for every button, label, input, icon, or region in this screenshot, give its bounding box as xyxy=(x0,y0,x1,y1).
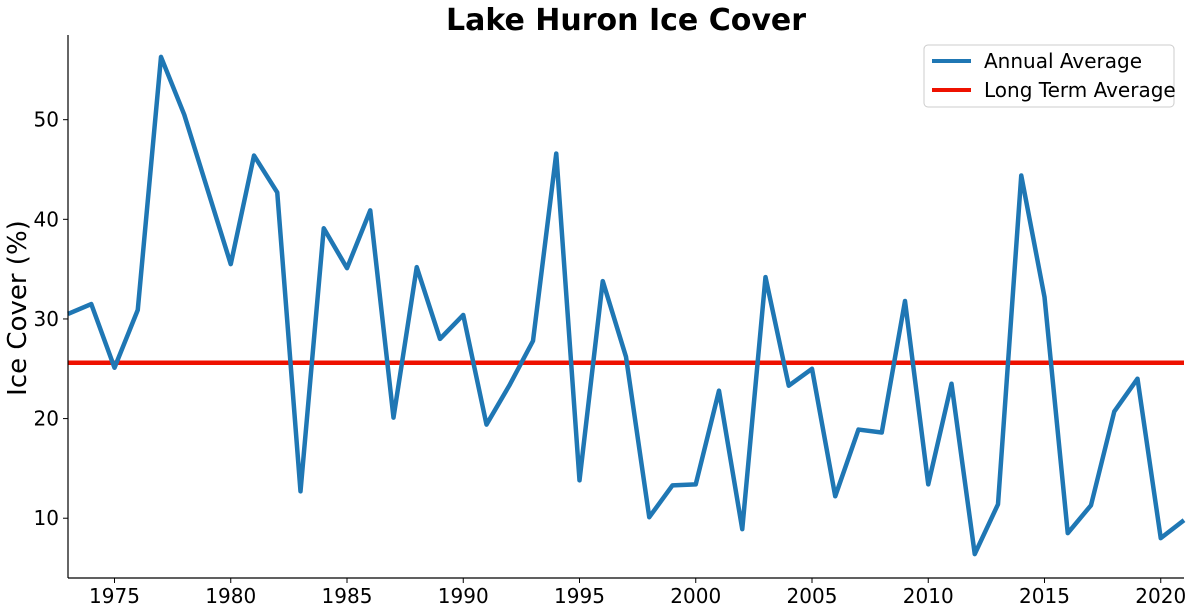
data-point-2002 xyxy=(740,527,744,531)
x-tick-label-1990: 1990 xyxy=(438,584,489,608)
x-tick-label-2015: 2015 xyxy=(1019,584,1070,608)
data-point-2000 xyxy=(694,482,698,486)
data-point-1975 xyxy=(112,366,116,370)
data-point-1995 xyxy=(577,478,581,482)
data-point-2008 xyxy=(880,430,884,434)
data-point-1992 xyxy=(508,383,512,387)
data-point-1981 xyxy=(252,153,256,157)
y-tick-label-20: 20 xyxy=(34,407,59,431)
y-tick-label-50: 50 xyxy=(34,108,59,132)
x-tick-label-2020: 2020 xyxy=(1135,584,1186,608)
axes: 10 20 30 40 50 1975 1980 1985 1990 1995 2000 2005 20… xyxy=(34,35,1186,608)
x-tick-label-2005: 2005 xyxy=(787,584,838,608)
data-point-1996 xyxy=(601,279,605,283)
data-point-1980 xyxy=(229,262,233,266)
data-point-1985 xyxy=(345,266,349,270)
data-point-1974 xyxy=(89,302,93,306)
data-point-2011 xyxy=(949,382,953,386)
data-point-1984 xyxy=(322,226,326,230)
data-point-2017 xyxy=(1089,503,1093,507)
data-point-2016 xyxy=(1066,531,1070,535)
data-point-1977 xyxy=(159,55,163,59)
data-point-1994 xyxy=(554,151,558,155)
y-tick-label-40: 40 xyxy=(34,207,59,231)
data-point-2021 xyxy=(1182,518,1186,522)
data-point-2010 xyxy=(926,482,930,486)
data-point-1986 xyxy=(368,208,372,212)
x-tick-label-2000: 2000 xyxy=(670,584,721,608)
data-point-1999 xyxy=(670,483,674,487)
data-point-1988 xyxy=(415,265,419,269)
data-point-1993 xyxy=(531,339,535,343)
legend: Annual Average Long Term Average xyxy=(923,44,1176,108)
data-point-2009 xyxy=(903,299,907,303)
y-tick-label-30: 30 xyxy=(34,307,59,331)
data-point-2020 xyxy=(1159,536,1163,540)
data-point-1978 xyxy=(182,113,186,117)
chart-title: Lake Huron Ice Cover xyxy=(446,3,806,38)
data-point-2007 xyxy=(856,427,860,431)
data-point-2014 xyxy=(1019,173,1023,177)
data-point-2018 xyxy=(1112,409,1116,413)
data-point-1983 xyxy=(298,489,302,493)
data-point-1982 xyxy=(275,190,279,194)
legend-label-long-term-average: Long Term Average xyxy=(984,78,1176,102)
data-point-1979 xyxy=(205,187,209,191)
data-point-1990 xyxy=(461,313,465,317)
y-tick-label-10: 10 xyxy=(34,506,59,530)
x-tick-label-2010: 2010 xyxy=(903,584,954,608)
data-point-2003 xyxy=(763,275,767,279)
x-tick-label-1985: 1985 xyxy=(322,584,373,608)
data-point-1987 xyxy=(391,415,395,419)
x-tick-label-1980: 1980 xyxy=(205,584,256,608)
data-point-1991 xyxy=(484,422,488,426)
y-axis-label: Ice Cover (%) xyxy=(3,220,33,396)
legend-label-annual-average: Annual Average xyxy=(984,49,1142,73)
data-point-2013 xyxy=(996,502,1000,506)
data-point-1989 xyxy=(438,337,442,341)
data-point-2001 xyxy=(717,388,721,392)
data-point-1997 xyxy=(624,355,628,359)
x-tick-label-1975: 1975 xyxy=(89,584,140,608)
data-point-2005 xyxy=(810,367,814,371)
data-point-2012 xyxy=(973,552,977,556)
plot-area xyxy=(67,54,1186,557)
data-point-2004 xyxy=(787,384,791,388)
legend-frame xyxy=(923,44,1175,108)
data-point-2006 xyxy=(833,494,837,498)
series-annual-average-line xyxy=(67,54,1186,557)
data-point-1998 xyxy=(647,515,651,519)
data-point-2019 xyxy=(1135,377,1139,381)
data-point-2015 xyxy=(1042,295,1046,299)
data-point-1976 xyxy=(136,308,140,312)
x-tick-label-1995: 1995 xyxy=(554,584,605,608)
